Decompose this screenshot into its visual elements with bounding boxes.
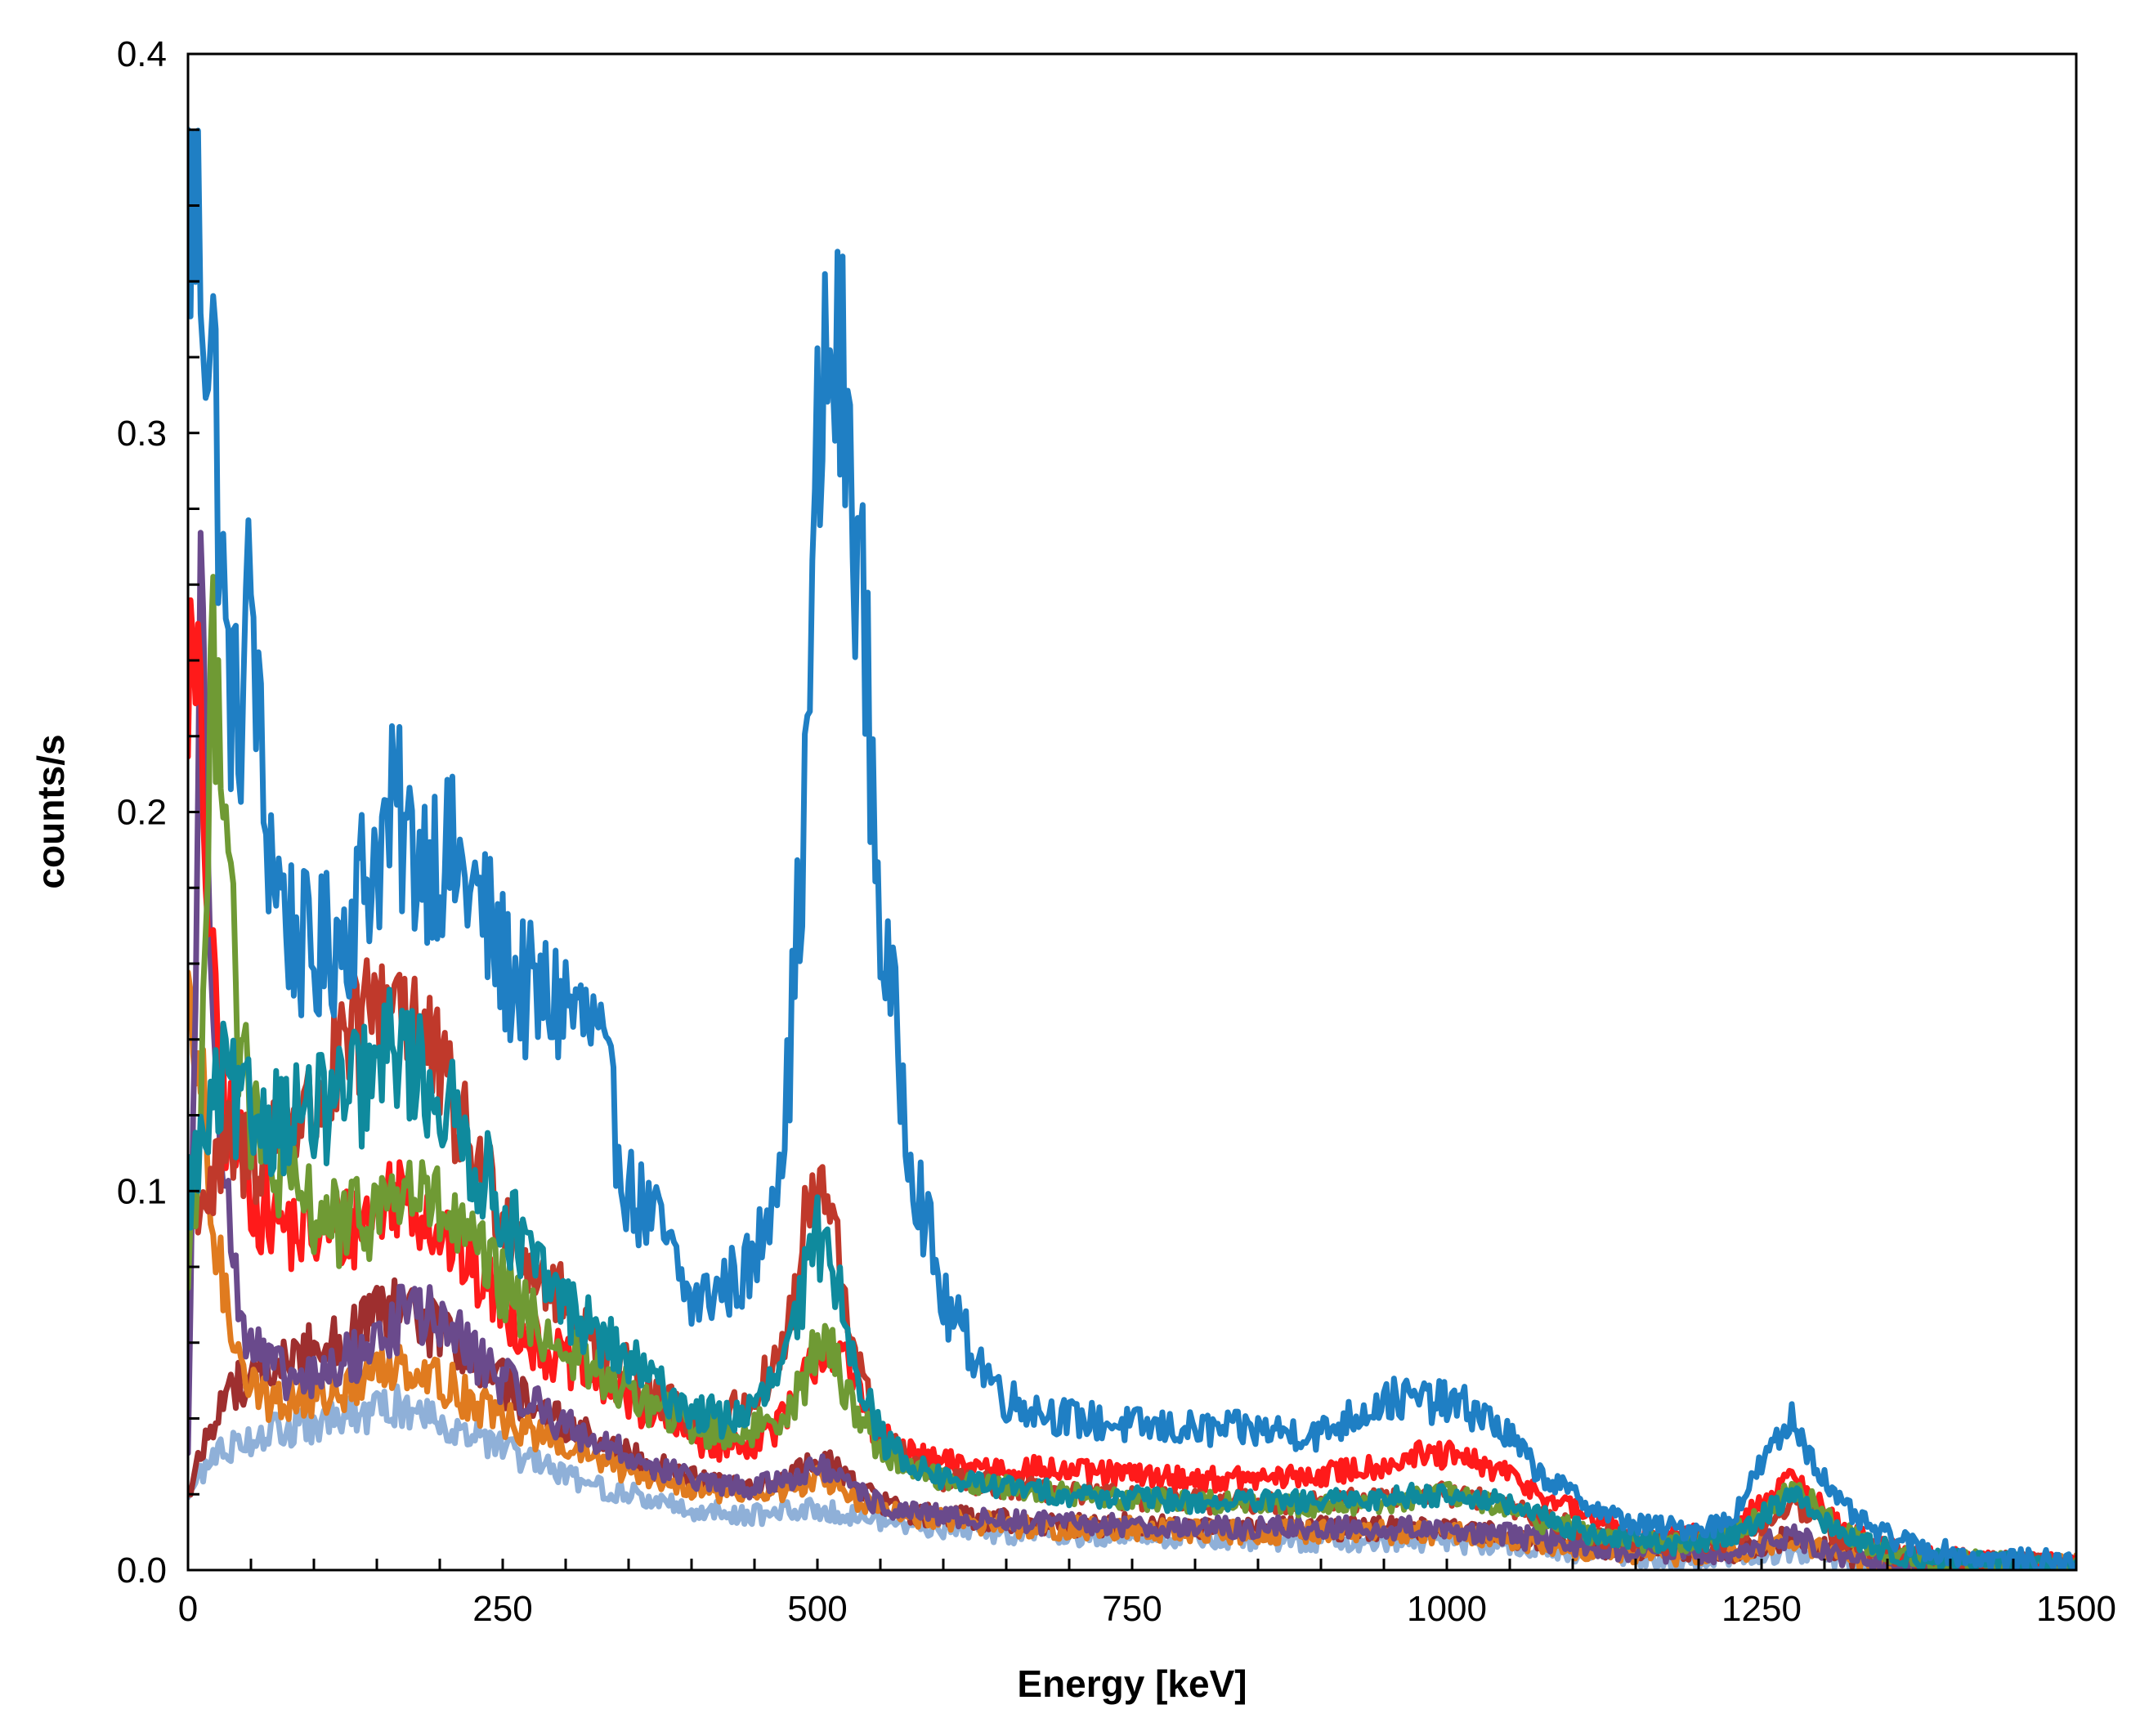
- x-tick-label: 250: [472, 1589, 532, 1629]
- series-blue-line: [188, 127, 2076, 1570]
- y-tick-label: 0.4: [117, 34, 167, 74]
- x-minor-ticks: [186, 1559, 2078, 1570]
- x-tick-label: 0: [178, 1589, 198, 1629]
- y-tick-label: 0.0: [117, 1550, 167, 1591]
- y-tick-labels: 0.0 0.1 0.2 0.3 0.4: [117, 34, 167, 1591]
- x-tick-label: 1000: [1407, 1589, 1487, 1629]
- y-axis-title: counts/s: [29, 734, 72, 888]
- x-tick-labels: 0 250 500 750 1000 1250 1500: [178, 1589, 2116, 1629]
- y-tick-label: 0.3: [117, 414, 167, 454]
- x-axis-title: Energy [keV]: [1017, 1662, 1247, 1705]
- x-tick-label: 750: [1102, 1589, 1162, 1629]
- y-minor-ticks: [188, 52, 199, 1572]
- y-tick-label: 0.1: [117, 1171, 167, 1211]
- series-orange-line: [188, 969, 2076, 1570]
- y-tick-label: 0.2: [117, 793, 167, 833]
- x-tick-label: 1500: [2036, 1589, 2116, 1629]
- series-purple-line: [188, 530, 2076, 1570]
- series-layer: [188, 127, 2076, 1570]
- x-tick-label: 500: [787, 1589, 847, 1629]
- series-teal-line: [188, 987, 2076, 1570]
- x-tick-label: 1250: [1721, 1589, 1802, 1629]
